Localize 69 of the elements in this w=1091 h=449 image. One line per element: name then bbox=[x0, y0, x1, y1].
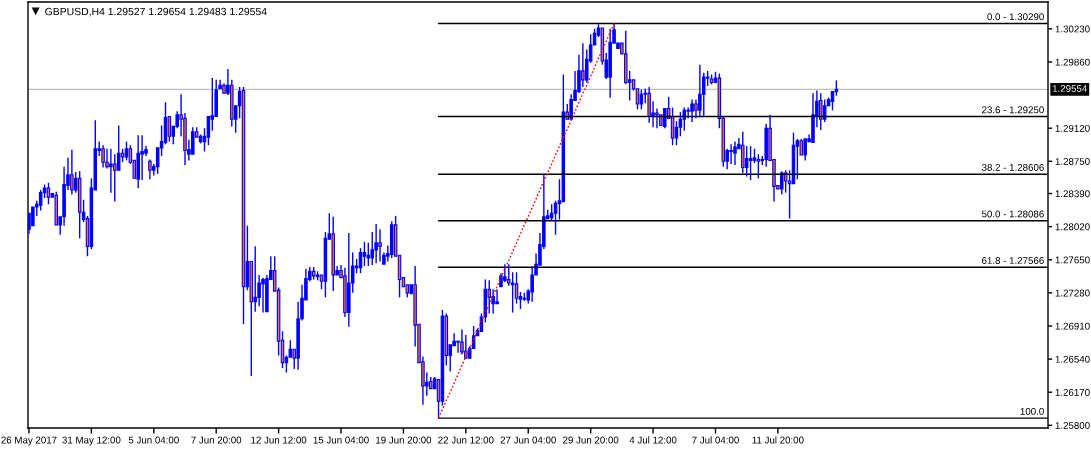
candlestick bbox=[569, 93, 573, 120]
x-tick-label: 31 May 12:00 bbox=[62, 436, 121, 446]
line-series bbox=[437, 22, 615, 419]
candlestick bbox=[347, 232, 351, 328]
candlestick bbox=[495, 288, 499, 305]
candlestick bbox=[105, 148, 109, 170]
candlestick bbox=[803, 138, 807, 162]
candlestick bbox=[764, 123, 768, 168]
candlestick bbox=[31, 206, 35, 227]
y-tick-label: 1.29860 bbox=[1055, 58, 1090, 66]
candlestick bbox=[694, 98, 698, 120]
y-tick-label: 1.27280 bbox=[1055, 289, 1090, 297]
candlestick bbox=[491, 288, 495, 315]
x-tick-label: 11 Jul 20:00 bbox=[752, 436, 804, 444]
chart-title: GBPUSD,H4 1.29527 1.29654 1.29483 1.29554 bbox=[45, 7, 267, 17]
candlestick bbox=[70, 148, 74, 196]
candlestick bbox=[374, 223, 378, 265]
candlestick bbox=[530, 265, 534, 303]
series-label: 0.0 - 1.30290 bbox=[987, 13, 1044, 21]
series-label: 50.0 - 1.28086 bbox=[981, 210, 1044, 218]
y-tick-label: 1.26540 bbox=[1055, 355, 1090, 363]
series-label: 100.0 bbox=[1020, 407, 1044, 415]
y-tick-label: 1.26170 bbox=[1055, 388, 1090, 396]
y-tick-label: 1.28750 bbox=[1055, 158, 1090, 165]
x-tick-label: 12 Jun 12:00 bbox=[251, 436, 307, 444]
candlestick bbox=[261, 276, 265, 314]
x-tick-label: 7 Jun 20:00 bbox=[191, 436, 242, 444]
candlestick bbox=[647, 86, 651, 124]
candlestick bbox=[109, 148, 113, 194]
candlestick bbox=[296, 301, 300, 371]
candlestick bbox=[698, 63, 702, 117]
candlestick bbox=[690, 98, 694, 123]
x-tick-label: 22 Jun 12:00 bbox=[438, 436, 494, 444]
candlestick bbox=[148, 158, 152, 180]
legend-label: 61.8 - 1.27566 bbox=[982, 257, 1044, 264]
candlestick bbox=[378, 228, 382, 263]
candlestick bbox=[62, 165, 66, 227]
candlestick bbox=[265, 274, 269, 313]
candlestick bbox=[581, 42, 585, 88]
candlestick bbox=[503, 263, 507, 283]
candlestick bbox=[218, 79, 222, 90]
series-label: 23.6 - 1.29250 bbox=[982, 106, 1044, 114]
candlestick bbox=[608, 28, 612, 99]
y-tick-label: 1.28020 bbox=[1055, 223, 1090, 231]
x-tick-label: 26 May 2017 bbox=[1, 436, 57, 446]
x-tick-label: 15 Jun 04:00 bbox=[313, 436, 369, 444]
x-tick-label: 19 Jun 20:00 bbox=[376, 436, 432, 444]
x-tick-label: 4 Jul 12:00 bbox=[629, 436, 677, 444]
candlestick bbox=[140, 134, 144, 181]
y-tick-label: 1.29120 bbox=[1055, 124, 1090, 132]
candlestick bbox=[733, 140, 737, 166]
legend-label: 38.2 - 1.28606 bbox=[981, 163, 1044, 171]
candlestick bbox=[811, 92, 815, 144]
y-tick-label: 1.28390 bbox=[1055, 190, 1090, 198]
candlestick bbox=[686, 106, 690, 120]
candlestick bbox=[136, 134, 140, 189]
x-tick-label: 27 Jun 04:00 bbox=[500, 436, 556, 444]
y-tick-label: 1.27650 bbox=[1055, 256, 1090, 264]
x-tick-label: 7 Jul 04:00 bbox=[692, 436, 739, 444]
y-tick-label: 1.25800 bbox=[1055, 422, 1090, 429]
candlestick bbox=[183, 112, 187, 166]
candlestick bbox=[222, 82, 226, 94]
x-tick-label: 5 Jun 04:00 bbox=[128, 436, 179, 444]
y-tick-label: 1.30230 bbox=[1055, 25, 1090, 33]
y-tick-label: 1.26910 bbox=[1055, 322, 1090, 330]
candlestick bbox=[101, 144, 105, 169]
candlestick bbox=[460, 328, 464, 356]
ref-line-label: 1.29554 bbox=[1052, 85, 1088, 92]
x-tick-label: 29 Jun 20:00 bbox=[563, 436, 619, 444]
